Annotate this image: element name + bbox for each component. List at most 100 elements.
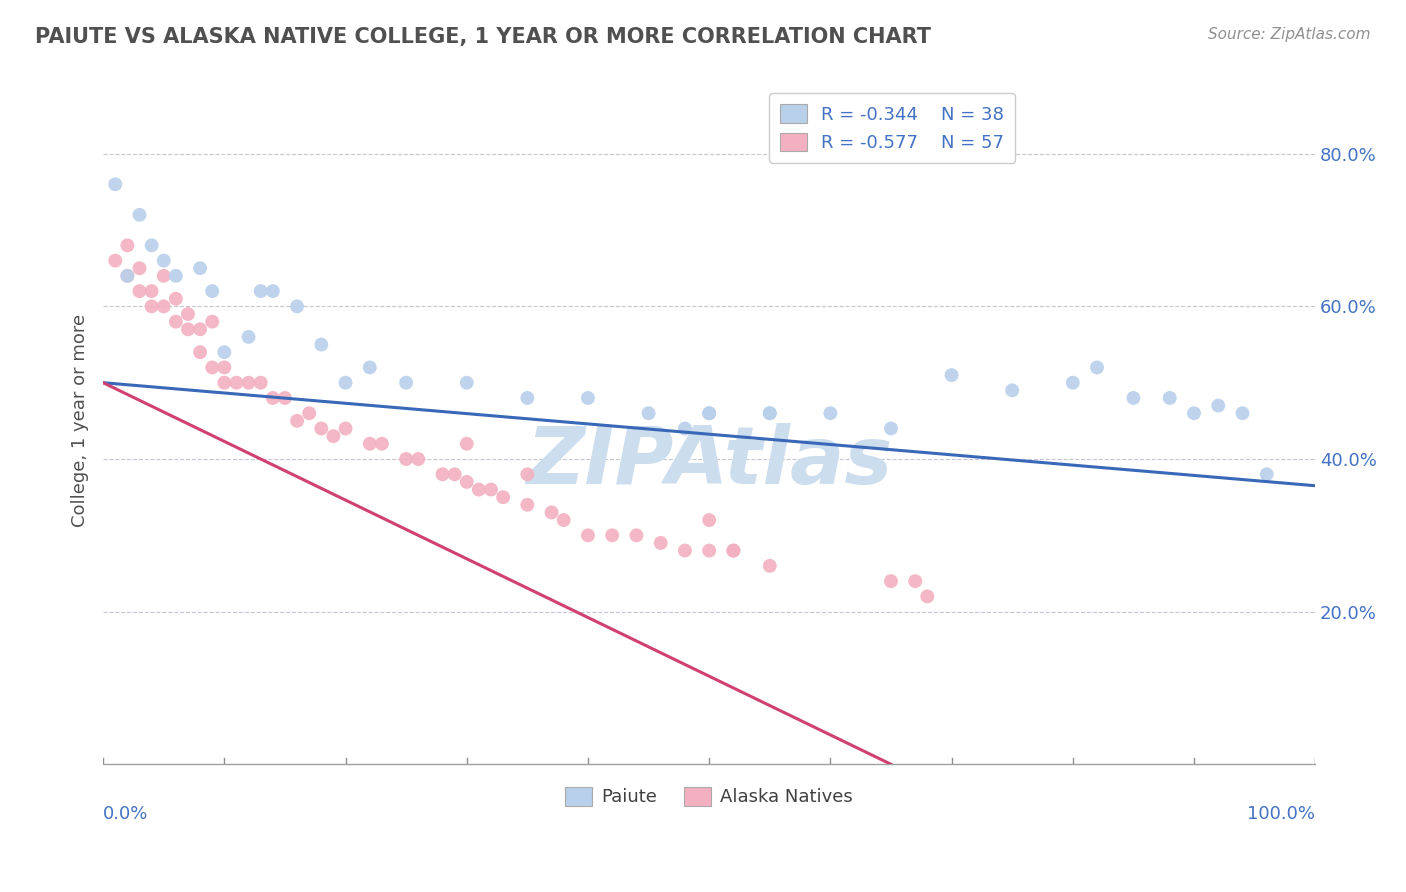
Point	[177, 307, 200, 321]
Point	[650, 536, 672, 550]
Point	[1001, 384, 1024, 398]
Point	[117, 268, 139, 283]
Point	[697, 406, 720, 420]
Point	[626, 528, 648, 542]
Point	[880, 574, 903, 588]
Point	[262, 284, 284, 298]
Point	[214, 345, 236, 359]
Point	[697, 543, 720, 558]
Point	[1206, 399, 1229, 413]
Point	[468, 483, 491, 497]
Point	[576, 528, 599, 542]
Point	[285, 414, 308, 428]
Point	[697, 406, 720, 420]
Point	[201, 284, 224, 298]
Point	[637, 406, 659, 420]
Point	[274, 391, 297, 405]
Point	[262, 391, 284, 405]
Point	[322, 429, 344, 443]
Point	[249, 376, 271, 390]
Point	[128, 261, 150, 276]
Point	[128, 208, 150, 222]
Point	[359, 436, 381, 450]
Point	[758, 406, 780, 420]
Point	[152, 268, 174, 283]
Point	[492, 490, 515, 504]
Point	[443, 467, 465, 482]
Point	[406, 452, 429, 467]
Point	[1159, 391, 1181, 405]
Point	[576, 391, 599, 405]
Point	[165, 268, 187, 283]
Point	[479, 483, 502, 497]
Point	[697, 513, 720, 527]
Point	[553, 513, 575, 527]
Point	[165, 315, 187, 329]
Point	[177, 322, 200, 336]
Point	[758, 406, 780, 420]
Point	[152, 253, 174, 268]
Point	[456, 376, 478, 390]
Point	[214, 360, 236, 375]
Point	[456, 475, 478, 489]
Point	[371, 436, 394, 450]
Point	[1085, 360, 1108, 375]
Point	[941, 368, 963, 382]
Point	[1182, 406, 1205, 420]
Point	[335, 421, 357, 435]
Point	[1122, 391, 1144, 405]
Point	[201, 360, 224, 375]
Point	[188, 261, 211, 276]
Point	[214, 376, 236, 390]
Point	[395, 376, 418, 390]
Point	[516, 391, 538, 405]
Point	[758, 558, 780, 573]
Point	[311, 337, 333, 351]
Point	[1232, 406, 1254, 420]
Point	[165, 292, 187, 306]
Point	[141, 238, 163, 252]
Point	[723, 543, 745, 558]
Point	[432, 467, 454, 482]
Point	[238, 330, 260, 344]
Point	[880, 421, 903, 435]
Point	[104, 178, 127, 192]
Point	[249, 284, 271, 298]
Point	[225, 376, 247, 390]
Point	[516, 498, 538, 512]
Point	[201, 315, 224, 329]
Point	[188, 345, 211, 359]
Text: PAIUTE VS ALASKA NATIVE COLLEGE, 1 YEAR OR MORE CORRELATION CHART: PAIUTE VS ALASKA NATIVE COLLEGE, 1 YEAR …	[35, 27, 931, 46]
Point	[238, 376, 260, 390]
Point	[673, 421, 696, 435]
Point	[285, 299, 308, 313]
Point	[104, 253, 127, 268]
Point	[141, 284, 163, 298]
Y-axis label: College, 1 year or more: College, 1 year or more	[72, 314, 89, 527]
Point	[117, 238, 139, 252]
Point	[359, 360, 381, 375]
Point	[456, 436, 478, 450]
Point	[673, 543, 696, 558]
Point	[311, 421, 333, 435]
Point	[128, 284, 150, 298]
Text: ZIPAtlas: ZIPAtlas	[526, 423, 893, 501]
Point	[820, 406, 842, 420]
Text: Source: ZipAtlas.com: Source: ZipAtlas.com	[1208, 27, 1371, 42]
Point	[516, 467, 538, 482]
Point	[917, 590, 939, 604]
Point	[152, 299, 174, 313]
Point	[141, 299, 163, 313]
Point	[540, 505, 562, 519]
Point	[904, 574, 927, 588]
Point	[723, 543, 745, 558]
Point	[1256, 467, 1278, 482]
Point	[188, 322, 211, 336]
Point	[298, 406, 321, 420]
Point	[600, 528, 623, 542]
Point	[335, 376, 357, 390]
Point	[1062, 376, 1084, 390]
Point	[395, 452, 418, 467]
Legend: Paiute, Alaska Natives: Paiute, Alaska Natives	[558, 780, 860, 814]
Text: 100.0%: 100.0%	[1247, 805, 1315, 823]
